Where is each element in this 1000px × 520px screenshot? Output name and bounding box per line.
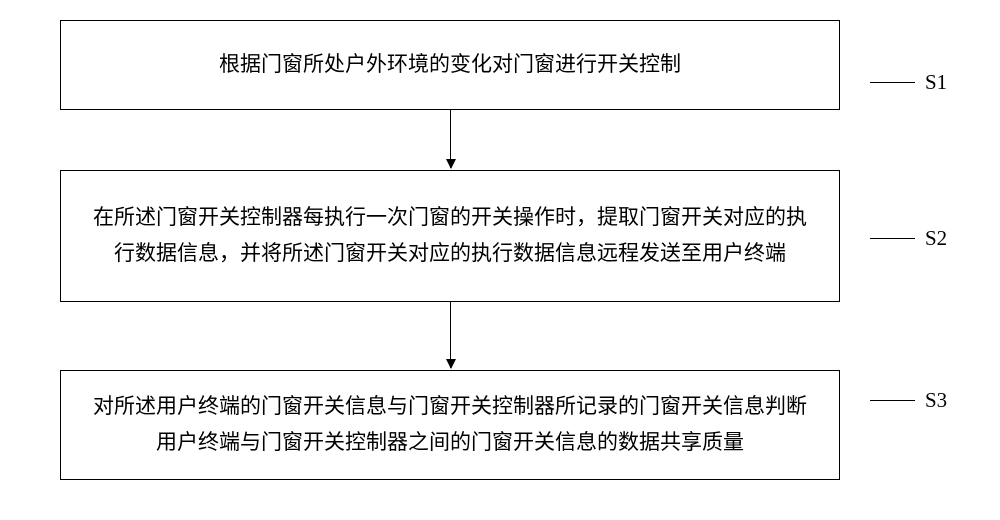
step-label-s3: S3 [870, 388, 947, 413]
label-text-s2: S2 [925, 226, 947, 251]
label-dash-s2 [870, 238, 915, 239]
step-text-s2: 在所述门窗开关控制器每执行一次门窗的开关操作时，提取门窗开关对应的执行数据信息，… [91, 200, 809, 271]
step-text-s1: 根据门窗所处户外环境的变化对门窗进行开关控制 [219, 47, 681, 83]
step-text-s3: 对所述用户终端的门窗开关信息与门窗开关控制器所记录的门窗开关信息判断用户终端与门… [91, 389, 809, 460]
step-label-s1: S1 [870, 70, 947, 95]
flowchart-canvas: 根据门窗所处户外环境的变化对门窗进行开关控制 S1 在所述门窗开关控制器每执行一… [0, 0, 1000, 520]
label-dash-s3 [870, 400, 915, 401]
step-box-s3: 对所述用户终端的门窗开关信息与门窗开关控制器所记录的门窗开关信息判断用户终端与门… [60, 370, 840, 480]
step-box-s1: 根据门窗所处户外环境的变化对门窗进行开关控制 [60, 20, 840, 110]
label-dash-s1 [870, 82, 915, 83]
label-text-s1: S1 [925, 70, 947, 95]
arrow-s1-s2 [450, 110, 451, 168]
step-box-s2: 在所述门窗开关控制器每执行一次门窗的开关操作时，提取门窗开关对应的执行数据信息，… [60, 170, 840, 302]
step-label-s2: S2 [870, 226, 947, 251]
arrow-s2-s3 [450, 302, 451, 368]
label-text-s3: S3 [925, 388, 947, 413]
